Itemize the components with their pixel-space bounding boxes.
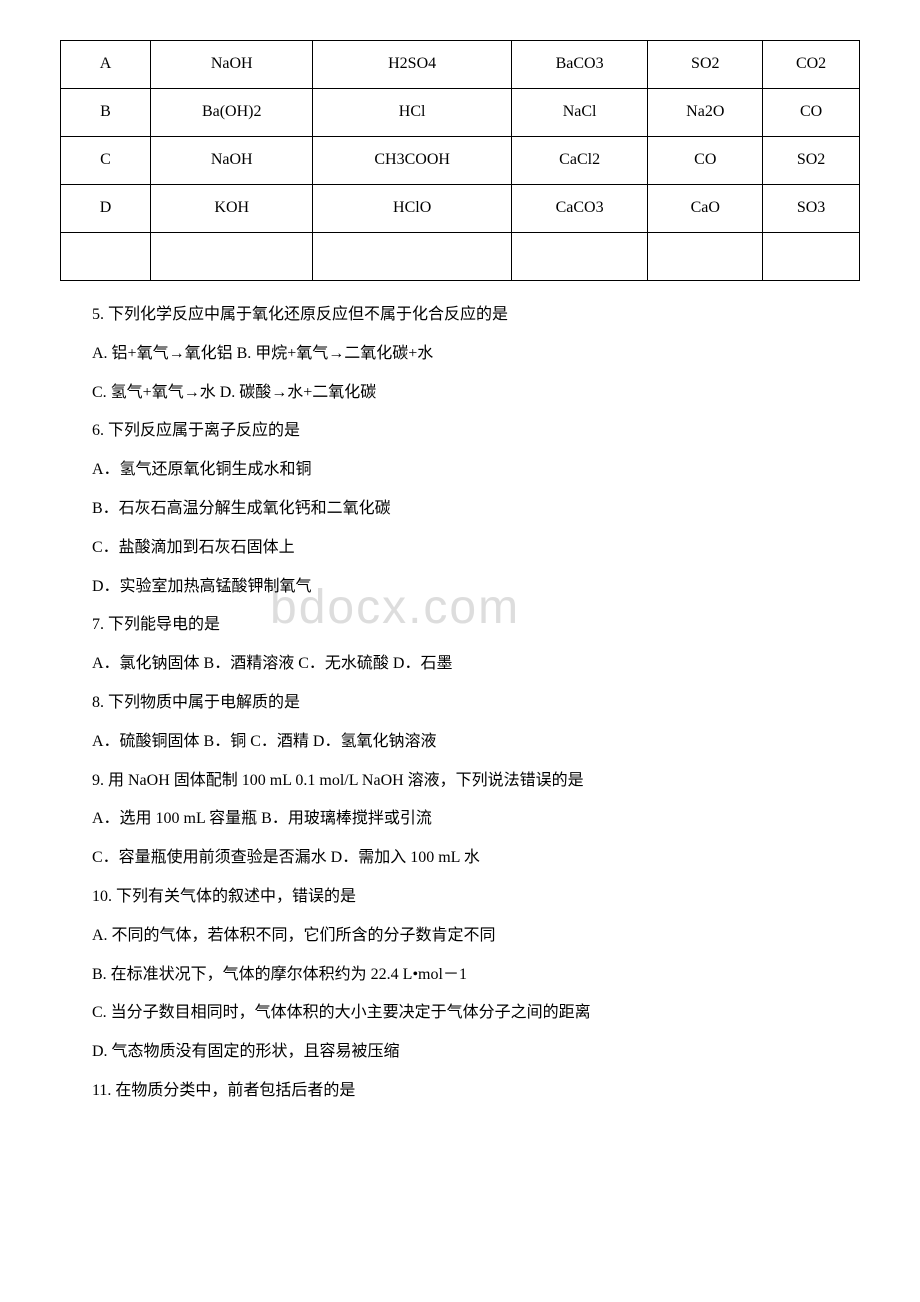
cell: CO [648, 137, 763, 185]
question-6: 6. 下列反应属于离子反应的是 [60, 417, 860, 446]
row-label: A [61, 41, 151, 89]
empty-cell [151, 233, 313, 281]
cell: CaCO3 [511, 185, 648, 233]
question-6-option-b: B．石灰石高温分解生成氧化钙和二氧化碳 [60, 495, 860, 524]
empty-cell [763, 233, 860, 281]
empty-cell [313, 233, 511, 281]
table-row: C NaOH CH3COOH CaCl2 CO SO2 [61, 137, 860, 185]
question-9-options-ab: A．选用 100 mL 容量瓶 B．用玻璃棒搅拌或引流 [60, 805, 860, 834]
cell: CH3COOH [313, 137, 511, 185]
question-9: 9. 用 NaOH 固体配制 100 mL 0.1 mol/L NaOH 溶液，… [60, 767, 860, 796]
question-9-options-cd: C．容量瓶使用前须查验是否漏水 D．需加入 100 mL 水 [60, 844, 860, 873]
table-row-empty [61, 233, 860, 281]
cell: CO2 [763, 41, 860, 89]
question-7-options: A．氯化钠固体 B．酒精溶液 C．无水硫酸 D．石墨 [60, 650, 860, 679]
question-8: 8. 下列物质中属于电解质的是 [60, 689, 860, 718]
cell: SO3 [763, 185, 860, 233]
cell: CaO [648, 185, 763, 233]
cell: KOH [151, 185, 313, 233]
chemistry-table: A NaOH H2SO4 BaCO3 SO2 CO2 B Ba(OH)2 HCl… [60, 40, 860, 281]
question-10-option-c: C. 当分子数目相同时，气体体积的大小主要决定于气体分子之间的距离 [60, 999, 860, 1028]
cell: BaCO3 [511, 41, 648, 89]
cell: Ba(OH)2 [151, 89, 313, 137]
row-label: C [61, 137, 151, 185]
cell: CaCl2 [511, 137, 648, 185]
question-10-option-b: B. 在标准状况下，气体的摩尔体积约为 22.4 L•mol－1 [60, 961, 860, 990]
table-row: B Ba(OH)2 HCl NaCl Na2O CO [61, 89, 860, 137]
question-11: 11. 在物质分类中，前者包括后者的是 [60, 1077, 860, 1106]
question-10: 10. 下列有关气体的叙述中，错误的是 [60, 883, 860, 912]
cell: H2SO4 [313, 41, 511, 89]
page-content: A NaOH H2SO4 BaCO3 SO2 CO2 B Ba(OH)2 HCl… [60, 40, 860, 1106]
question-6-option-a: A．氢气还原氧化铜生成水和铜 [60, 456, 860, 485]
cell: NaCl [511, 89, 648, 137]
question-8-options: A．硫酸铜固体 B．铜 C．酒精 D．氢氧化钠溶液 [60, 728, 860, 757]
question-5: 5. 下列化学反应中属于氧化还原反应但不属于化合反应的是 [60, 301, 860, 330]
empty-cell [61, 233, 151, 281]
table-row: D KOH HClO CaCO3 CaO SO3 [61, 185, 860, 233]
cell: NaOH [151, 41, 313, 89]
question-10-option-d: D. 气态物质没有固定的形状，且容易被压缩 [60, 1038, 860, 1067]
cell: HClO [313, 185, 511, 233]
question-5-options-cd: C. 氢气+氧气→水 D. 碳酸→水+二氧化碳 [60, 379, 860, 408]
cell: NaOH [151, 137, 313, 185]
cell: SO2 [763, 137, 860, 185]
question-7: 7. 下列能导电的是 [60, 611, 860, 640]
table-row: A NaOH H2SO4 BaCO3 SO2 CO2 [61, 41, 860, 89]
cell: SO2 [648, 41, 763, 89]
cell: Na2O [648, 89, 763, 137]
question-5-options-ab: A. 铝+氧气→氧化铝 B. 甲烷+氧气→二氧化碳+水 [60, 340, 860, 369]
question-6-option-d: D．实验室加热高锰酸钾制氧气 [60, 573, 860, 602]
empty-cell [511, 233, 648, 281]
question-6-option-c: C．盐酸滴加到石灰石固体上 [60, 534, 860, 563]
row-label: D [61, 185, 151, 233]
cell: HCl [313, 89, 511, 137]
empty-cell [648, 233, 763, 281]
question-10-option-a: A. 不同的气体，若体积不同，它们所含的分子数肯定不同 [60, 922, 860, 951]
row-label: B [61, 89, 151, 137]
cell: CO [763, 89, 860, 137]
